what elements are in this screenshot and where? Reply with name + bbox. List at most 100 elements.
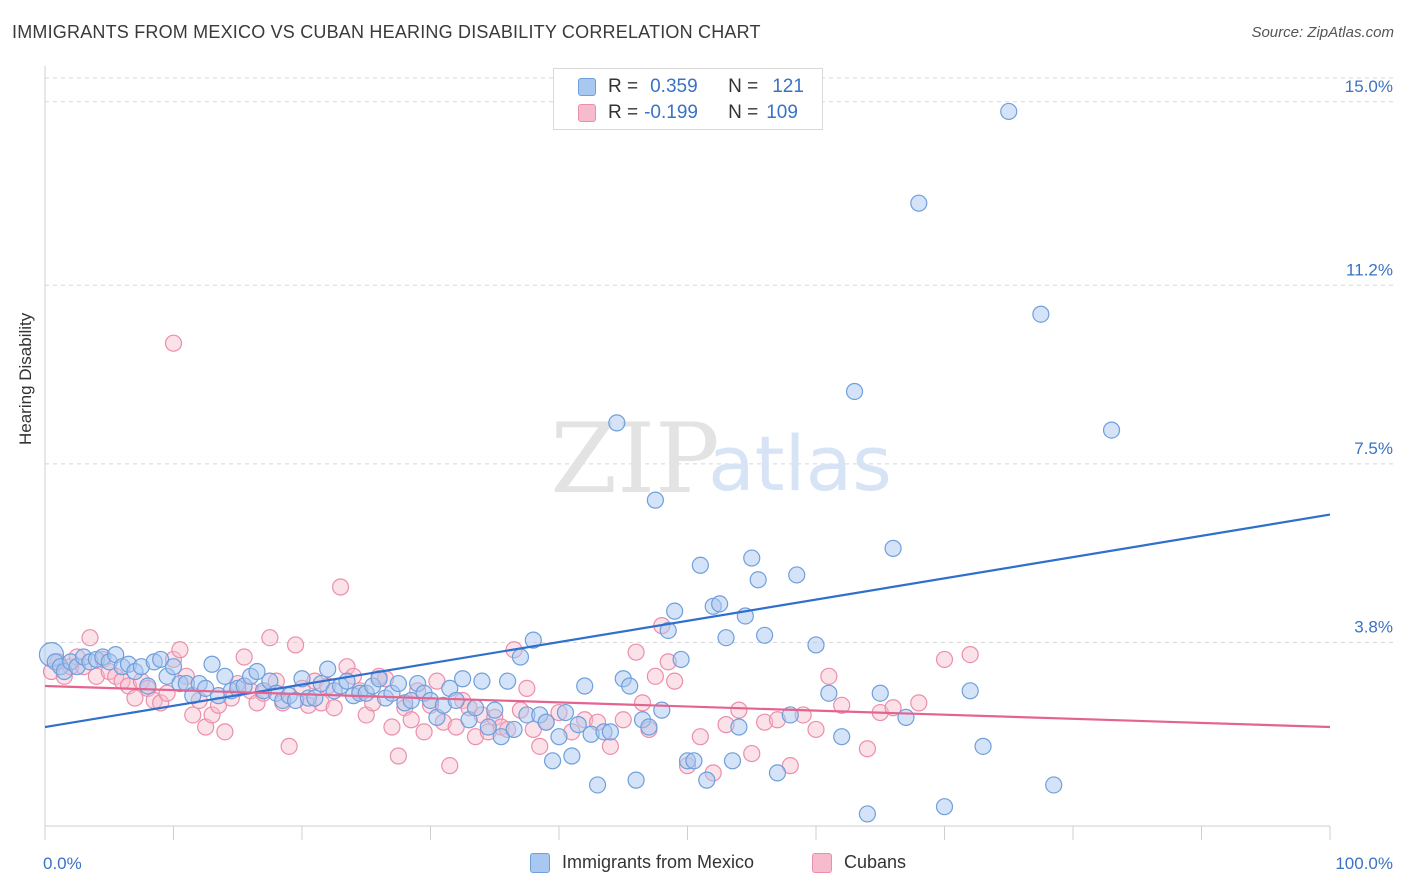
mexico-point [164, 658, 183, 676]
cubans-point [807, 720, 825, 739]
cubans-point [466, 728, 485, 746]
cubans-point [518, 679, 536, 698]
legend-r-label: R = [608, 76, 639, 97]
mexico-point [672, 650, 690, 669]
mexico-point [858, 805, 877, 823]
mexico-point [646, 491, 664, 509]
y-tick-label: 11.2% [1346, 260, 1393, 279]
mexico-point [563, 747, 581, 765]
x-tick-label: 100.0% [1335, 854, 1393, 873]
mexico-point [576, 677, 594, 695]
mexico-point [499, 672, 517, 690]
mexico-point [884, 539, 902, 557]
cubans-point [184, 706, 202, 724]
cubans-point [633, 694, 652, 712]
mexico-point [389, 674, 407, 693]
mexico-point [768, 764, 787, 782]
cubans-point [646, 667, 664, 685]
mexico-point [248, 662, 266, 681]
legend-row-cubans: R = -0.199 N = 109 [578, 101, 798, 125]
mexico-point [788, 566, 806, 584]
y-tick-label: 7.5% [1354, 439, 1393, 458]
mexico-point [139, 677, 157, 695]
mexico-point [588, 776, 607, 794]
legend-row-mexico: R = 0.359 N = 121 [578, 75, 804, 99]
legend-swatch-cubans [578, 104, 596, 122]
mexico-point [543, 752, 562, 770]
mexico-point [1000, 102, 1018, 121]
mexico-point [910, 194, 928, 212]
correlation-legend: R = 0.359 N = 121 R = -0.199 N = 109 [553, 68, 823, 130]
mexico-point [755, 626, 774, 644]
mexico-point [627, 771, 645, 789]
mexico-point [730, 718, 748, 736]
legend-swatch-cubans [812, 852, 832, 873]
cubans-point [833, 696, 851, 714]
mexico-trend-line [44, 513, 1331, 729]
mexico-point [961, 682, 979, 700]
cubans-point [691, 728, 709, 746]
mexico-point [807, 636, 825, 654]
legend-label-mexico: Immigrants from Mexico [562, 852, 755, 872]
mexico-point [845, 382, 864, 401]
y-tick-label: 3.8% [1354, 618, 1393, 637]
mexico-point [1032, 305, 1050, 323]
cubans-point [441, 757, 459, 775]
legend-n-label: N = [728, 76, 759, 97]
mexico-point [1045, 776, 1063, 794]
cubans-point [415, 723, 433, 741]
cubans-point [524, 720, 542, 739]
mexico-point [871, 684, 889, 702]
legend-item-mexico: Immigrants from Mexico [530, 852, 754, 873]
mexico-point [537, 713, 555, 731]
mexico-point [556, 703, 575, 722]
cubans-trend-line [44, 684, 1331, 729]
cubans-point [164, 334, 183, 352]
cubans-point [781, 757, 799, 775]
mexico-point [197, 679, 215, 698]
mexico-point [319, 660, 337, 678]
mexico-point [833, 728, 851, 746]
mexico-point [749, 571, 767, 589]
mexico-point [550, 728, 568, 746]
mexico-point [685, 752, 703, 770]
cubans-point [203, 706, 221, 724]
cubans-point [280, 737, 298, 755]
legend-n-value-mexico: 121 [772, 76, 804, 97]
cubans-point [730, 701, 748, 719]
cubans-point [389, 747, 407, 765]
cubans-point [858, 740, 877, 758]
legend-label-cubans: Cubans [844, 852, 907, 872]
legend-n-label: N = [728, 102, 759, 123]
cubans-point [261, 629, 279, 647]
mexico-point [447, 691, 465, 710]
mexico-point [601, 723, 620, 741]
chart-title: IMMIGRANTS FROM MEXICO VS CUBAN HEARING … [12, 22, 761, 42]
cubans-point [910, 694, 928, 712]
mexico-point [723, 752, 742, 770]
mexico-point [216, 667, 234, 685]
cubans-point [331, 578, 350, 596]
legend-swatch-mexico [530, 852, 550, 873]
mexico-point [479, 718, 497, 736]
watermark-zip: ZIP [550, 403, 719, 515]
mexico-point [569, 716, 587, 734]
legend-r-value-cubans: -0.199 [644, 102, 698, 123]
mexico-point [743, 549, 761, 567]
cubans-point [325, 699, 343, 717]
cubans-point [935, 650, 954, 669]
cubans-point [216, 723, 234, 741]
cubans-points [42, 334, 979, 782]
cubans-point [627, 643, 645, 661]
mexico-point [203, 655, 221, 673]
trend-lines [44, 513, 1331, 729]
cubans-point [126, 689, 144, 707]
y-tick-label: 15.0% [1345, 77, 1393, 96]
mexico-point [935, 798, 954, 816]
mexico-point [466, 699, 485, 717]
cubans-point [666, 672, 684, 690]
cubans-point [531, 737, 549, 755]
mexico-point [974, 737, 992, 755]
mexico-point [691, 556, 709, 574]
